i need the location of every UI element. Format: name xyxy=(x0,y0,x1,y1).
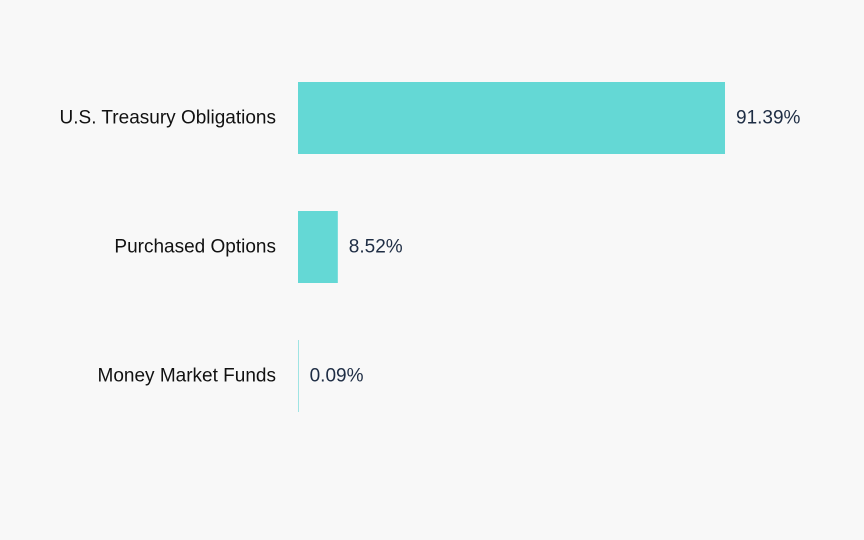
category-label-2: Money Market Funds xyxy=(98,366,276,387)
bar-2 xyxy=(298,340,299,412)
bar-0 xyxy=(298,82,725,154)
value-label-2: 0.09% xyxy=(310,366,364,387)
category-label-0: U.S. Treasury Obligations xyxy=(60,108,276,129)
category-label-1: Purchased Options xyxy=(114,237,276,258)
bar-1 xyxy=(298,211,338,283)
value-label-0: 91.39% xyxy=(736,108,801,129)
value-label-1: 8.52% xyxy=(349,237,403,258)
